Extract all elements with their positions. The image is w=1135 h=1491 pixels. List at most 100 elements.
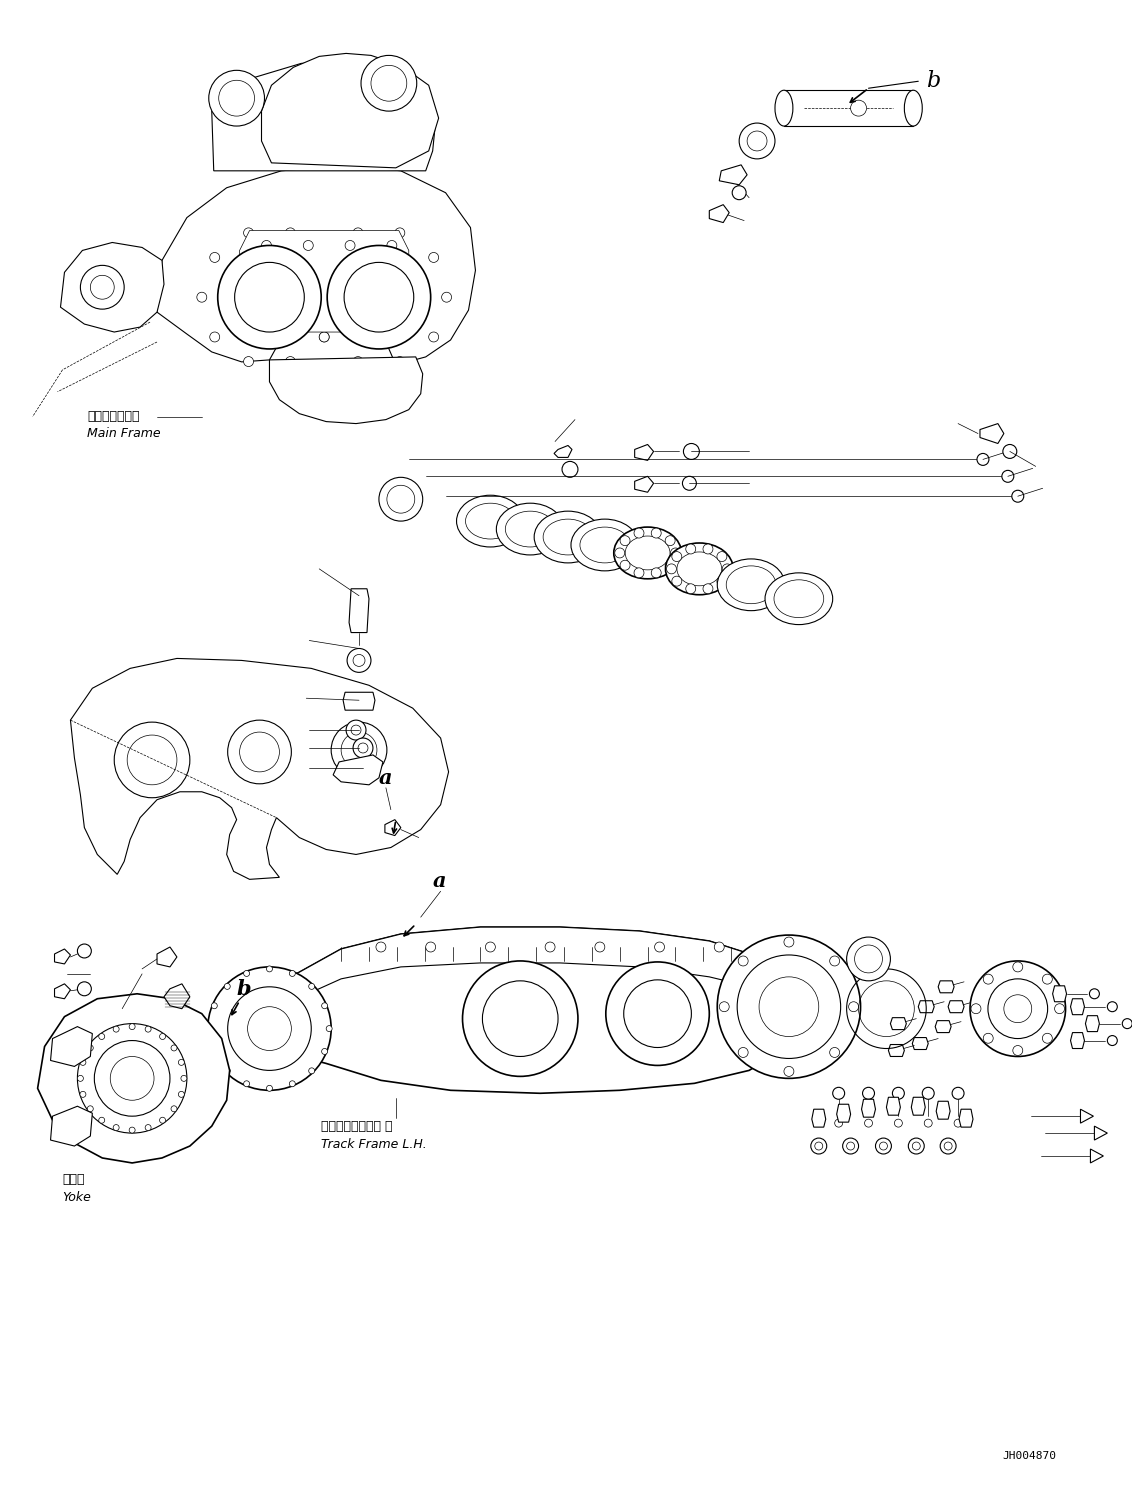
Circle shape <box>244 228 253 239</box>
Circle shape <box>784 1066 793 1077</box>
Circle shape <box>426 942 436 951</box>
Circle shape <box>1042 1033 1052 1044</box>
Circle shape <box>850 100 866 116</box>
Polygon shape <box>634 476 654 492</box>
Circle shape <box>784 936 793 947</box>
Polygon shape <box>784 91 914 127</box>
Polygon shape <box>554 446 572 458</box>
Circle shape <box>717 576 726 586</box>
Circle shape <box>833 1087 844 1099</box>
Text: b: b <box>926 70 941 92</box>
Polygon shape <box>1070 999 1084 1015</box>
Circle shape <box>830 1048 840 1057</box>
Circle shape <box>738 956 748 966</box>
Circle shape <box>196 292 207 303</box>
Circle shape <box>319 332 329 341</box>
Circle shape <box>228 720 292 784</box>
Circle shape <box>865 1120 873 1127</box>
Circle shape <box>970 960 1066 1057</box>
Circle shape <box>562 461 578 477</box>
Ellipse shape <box>465 502 515 540</box>
Circle shape <box>842 1138 858 1154</box>
Circle shape <box>671 549 681 558</box>
Ellipse shape <box>774 580 824 617</box>
Circle shape <box>347 649 371 672</box>
Text: Track Frame L.H.: Track Frame L.H. <box>321 1138 427 1151</box>
Polygon shape <box>269 927 793 1093</box>
Circle shape <box>79 1060 86 1066</box>
Circle shape <box>303 279 313 288</box>
Circle shape <box>87 1106 93 1112</box>
Polygon shape <box>334 754 382 784</box>
Circle shape <box>665 535 675 546</box>
Circle shape <box>908 1138 924 1154</box>
Circle shape <box>180 1075 187 1081</box>
Circle shape <box>114 1026 119 1032</box>
Circle shape <box>686 584 696 593</box>
Circle shape <box>225 984 230 990</box>
Circle shape <box>924 1120 932 1127</box>
Circle shape <box>732 186 746 200</box>
Circle shape <box>244 971 250 977</box>
Ellipse shape <box>496 502 564 555</box>
Polygon shape <box>889 1045 905 1057</box>
Circle shape <box>210 252 220 262</box>
Circle shape <box>178 1091 184 1097</box>
Ellipse shape <box>580 528 630 564</box>
Circle shape <box>983 1033 993 1044</box>
Circle shape <box>429 332 438 341</box>
Circle shape <box>683 443 699 459</box>
Circle shape <box>1108 1002 1117 1012</box>
Circle shape <box>1002 470 1014 482</box>
Circle shape <box>1012 1045 1023 1056</box>
Circle shape <box>289 1081 295 1087</box>
Text: Main Frame: Main Frame <box>87 426 161 440</box>
Circle shape <box>952 1087 964 1099</box>
Polygon shape <box>54 948 70 963</box>
Polygon shape <box>70 659 448 880</box>
Circle shape <box>892 1087 905 1099</box>
Circle shape <box>306 292 317 303</box>
Circle shape <box>244 356 253 367</box>
Circle shape <box>321 1048 328 1054</box>
Circle shape <box>486 942 495 951</box>
Circle shape <box>160 1033 166 1039</box>
Circle shape <box>285 228 295 239</box>
Circle shape <box>210 332 220 341</box>
Circle shape <box>606 962 709 1066</box>
Polygon shape <box>861 1099 875 1117</box>
Circle shape <box>665 561 675 570</box>
Circle shape <box>326 1026 333 1032</box>
Ellipse shape <box>456 495 524 547</box>
Circle shape <box>615 549 624 558</box>
Ellipse shape <box>571 519 639 571</box>
Circle shape <box>863 1087 874 1099</box>
Circle shape <box>145 1026 151 1032</box>
Polygon shape <box>913 1038 928 1050</box>
Polygon shape <box>1094 1126 1108 1141</box>
Polygon shape <box>350 589 369 632</box>
Circle shape <box>129 1127 135 1133</box>
Circle shape <box>714 942 724 951</box>
Circle shape <box>319 252 329 262</box>
Polygon shape <box>891 1018 907 1030</box>
Circle shape <box>345 279 355 288</box>
Polygon shape <box>918 1000 934 1012</box>
Circle shape <box>634 568 644 579</box>
Circle shape <box>972 1003 981 1014</box>
Polygon shape <box>385 820 401 835</box>
Circle shape <box>129 1024 135 1030</box>
Polygon shape <box>959 1109 973 1127</box>
Polygon shape <box>163 984 190 1009</box>
Circle shape <box>875 1138 891 1154</box>
Circle shape <box>429 252 438 262</box>
Circle shape <box>376 942 386 951</box>
Circle shape <box>595 942 605 951</box>
Polygon shape <box>836 1105 850 1123</box>
Circle shape <box>309 1068 314 1074</box>
Ellipse shape <box>535 511 602 564</box>
Circle shape <box>309 984 314 990</box>
Polygon shape <box>980 423 1003 443</box>
Circle shape <box>810 1138 826 1154</box>
Circle shape <box>261 240 271 250</box>
